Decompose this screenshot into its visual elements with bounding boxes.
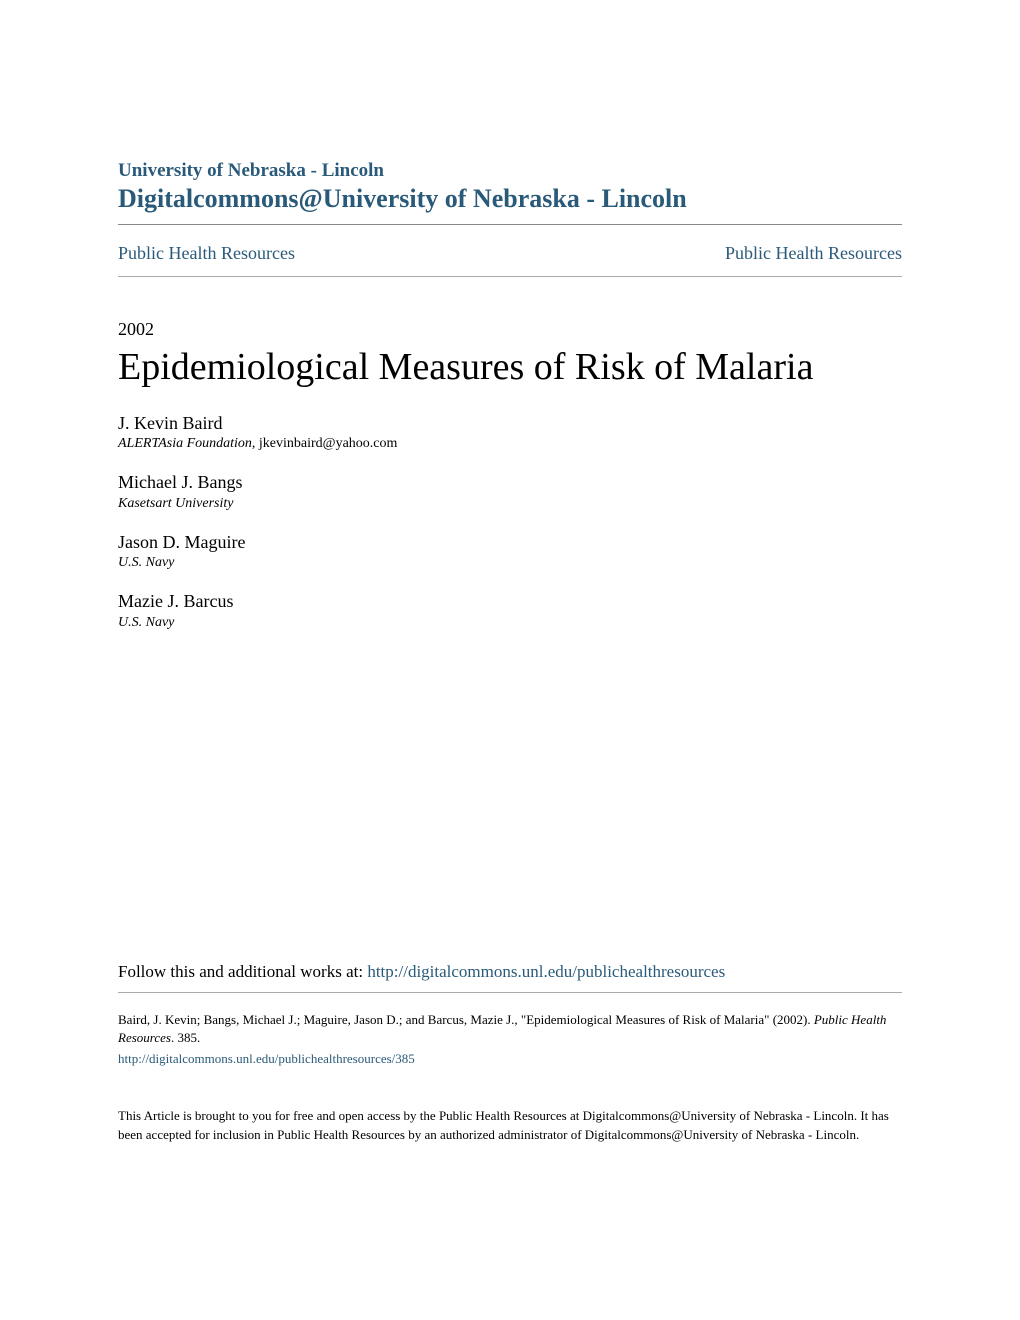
repository-name[interactable]: Digitalcommons@University of Nebraska - … [118, 184, 902, 214]
author-affiliation: U.S. Navy [118, 614, 902, 632]
author-affiliation: ALERTAsia Foundation, jkevinbaird@yahoo.… [118, 435, 902, 453]
author-block: Michael J. Bangs Kasetsart University [118, 471, 902, 513]
nav-link-left[interactable]: Public Health Resources [118, 243, 295, 264]
author-block: J. Kevin Baird ALERTAsia Foundation, jke… [118, 412, 902, 454]
author-affiliation: U.S. Navy [118, 554, 902, 572]
author-name: Jason D. Maguire [118, 531, 902, 554]
author-name: J. Kevin Baird [118, 412, 902, 435]
article-year: 2002 [118, 319, 902, 340]
author-name: Mazie J. Barcus [118, 590, 902, 613]
follow-link[interactable]: http://digitalcommons.unl.edu/publicheal… [367, 962, 725, 981]
nav-link-right[interactable]: Public Health Resources [725, 243, 902, 264]
divider-nav [118, 276, 902, 277]
institution-name: University of Nebraska - Lincoln [118, 160, 902, 182]
divider-top [118, 224, 902, 225]
follow-text: Follow this and additional works at: [118, 962, 367, 981]
article-title: Epidemiological Measures of Risk of Mala… [118, 346, 902, 390]
author-block: Mazie J. Barcus U.S. Navy [118, 590, 902, 632]
author-name: Michael J. Bangs [118, 471, 902, 494]
nav-row: Public Health Resources Public Health Re… [118, 243, 902, 264]
citation-link[interactable]: http://digitalcommons.unl.edu/publicheal… [118, 1051, 902, 1067]
author-affiliation: Kasetsart University [118, 495, 902, 513]
author-block: Jason D. Maguire U.S. Navy [118, 531, 902, 573]
disclaimer-text: This Article is brought to you for free … [118, 1107, 902, 1143]
divider-follow [118, 992, 902, 993]
citation-text: Baird, J. Kevin; Bangs, Michael J.; Magu… [118, 1011, 902, 1047]
follow-section: Follow this and additional works at: htt… [118, 962, 902, 982]
